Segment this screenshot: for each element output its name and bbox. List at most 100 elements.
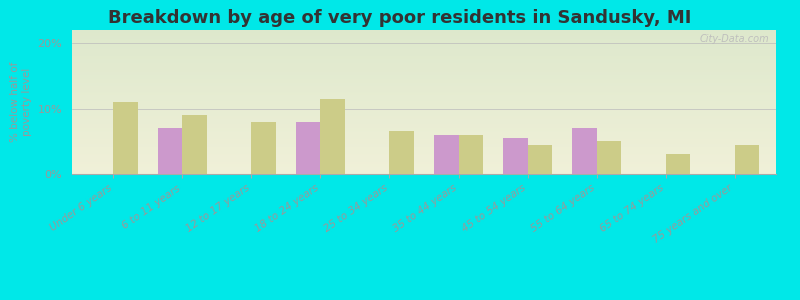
Bar [72, 62, 776, 63]
Bar [72, 89, 776, 91]
Bar [572, 128, 597, 174]
Bar [72, 121, 776, 122]
Bar [72, 43, 776, 44]
Bar [72, 34, 776, 36]
Text: City-Data.com: City-Data.com [699, 34, 769, 44]
Bar [72, 138, 776, 140]
Bar [72, 80, 776, 82]
Bar [72, 172, 776, 174]
Bar [72, 44, 776, 46]
Bar [72, 106, 776, 108]
Bar [72, 75, 776, 76]
Bar [72, 105, 776, 106]
Bar [72, 92, 776, 93]
Bar [72, 40, 776, 41]
Bar [72, 116, 776, 118]
Bar [72, 82, 776, 83]
Bar [72, 113, 776, 115]
Bar [72, 85, 776, 86]
Bar [72, 47, 776, 49]
Bar [72, 125, 776, 127]
Bar [72, 53, 776, 55]
Bar [72, 164, 776, 165]
Bar [72, 103, 776, 105]
Bar [72, 88, 776, 89]
Bar [72, 39, 776, 40]
Bar [503, 138, 527, 174]
Bar [72, 96, 776, 98]
Bar [597, 141, 621, 174]
Bar [72, 147, 776, 148]
Bar [72, 66, 776, 68]
Bar [72, 98, 776, 99]
Bar [72, 64, 776, 66]
Bar [72, 145, 776, 147]
Bar [72, 167, 776, 168]
Bar [72, 144, 776, 145]
Y-axis label: % below half of
poverty level: % below half of poverty level [10, 62, 32, 142]
Bar [72, 57, 776, 59]
Bar [72, 73, 776, 75]
Bar [72, 127, 776, 128]
Bar [72, 41, 776, 43]
Bar [72, 148, 776, 149]
Bar [72, 152, 776, 154]
Bar [72, 100, 776, 102]
Bar [72, 129, 776, 131]
Bar [72, 56, 776, 57]
Bar [72, 136, 776, 138]
Bar [72, 52, 776, 53]
Bar [72, 112, 776, 113]
Bar [72, 161, 776, 163]
Bar [72, 55, 776, 56]
Bar [434, 135, 458, 174]
Text: Breakdown by age of very poor residents in Sandusky, MI: Breakdown by age of very poor residents … [108, 9, 692, 27]
Bar [296, 122, 321, 174]
Bar [72, 111, 776, 112]
Bar [72, 50, 776, 52]
Bar [72, 30, 776, 31]
Bar [72, 170, 776, 171]
Bar [72, 131, 776, 132]
Bar [72, 49, 776, 50]
Bar [72, 83, 776, 85]
Bar [72, 76, 776, 77]
Bar [72, 163, 776, 164]
Bar [72, 37, 776, 39]
Bar [72, 141, 776, 142]
Bar [72, 99, 776, 100]
Bar [72, 59, 776, 60]
Bar [72, 171, 776, 172]
Bar [72, 168, 776, 170]
Bar [72, 95, 776, 96]
Bar [72, 115, 776, 116]
Bar [72, 122, 776, 124]
Bar [72, 132, 776, 134]
Bar [72, 109, 776, 111]
Bar [72, 36, 776, 37]
Bar [114, 102, 138, 174]
Bar [72, 158, 776, 160]
Bar [734, 145, 758, 174]
Bar [72, 102, 776, 104]
Bar [72, 60, 776, 62]
Bar [72, 68, 776, 69]
Bar [158, 128, 182, 174]
Bar [390, 131, 414, 174]
Bar [72, 69, 776, 70]
Bar [72, 46, 776, 47]
Bar [72, 135, 776, 136]
Bar [458, 135, 482, 174]
Bar [72, 142, 776, 144]
Bar [182, 115, 206, 174]
Bar [251, 122, 276, 174]
Bar [666, 154, 690, 174]
Bar [72, 77, 776, 79]
Bar [72, 160, 776, 161]
Bar [72, 140, 776, 141]
Bar [72, 32, 776, 33]
Bar [72, 72, 776, 73]
Bar [72, 134, 776, 135]
Bar [72, 63, 776, 64]
Bar [72, 70, 776, 72]
